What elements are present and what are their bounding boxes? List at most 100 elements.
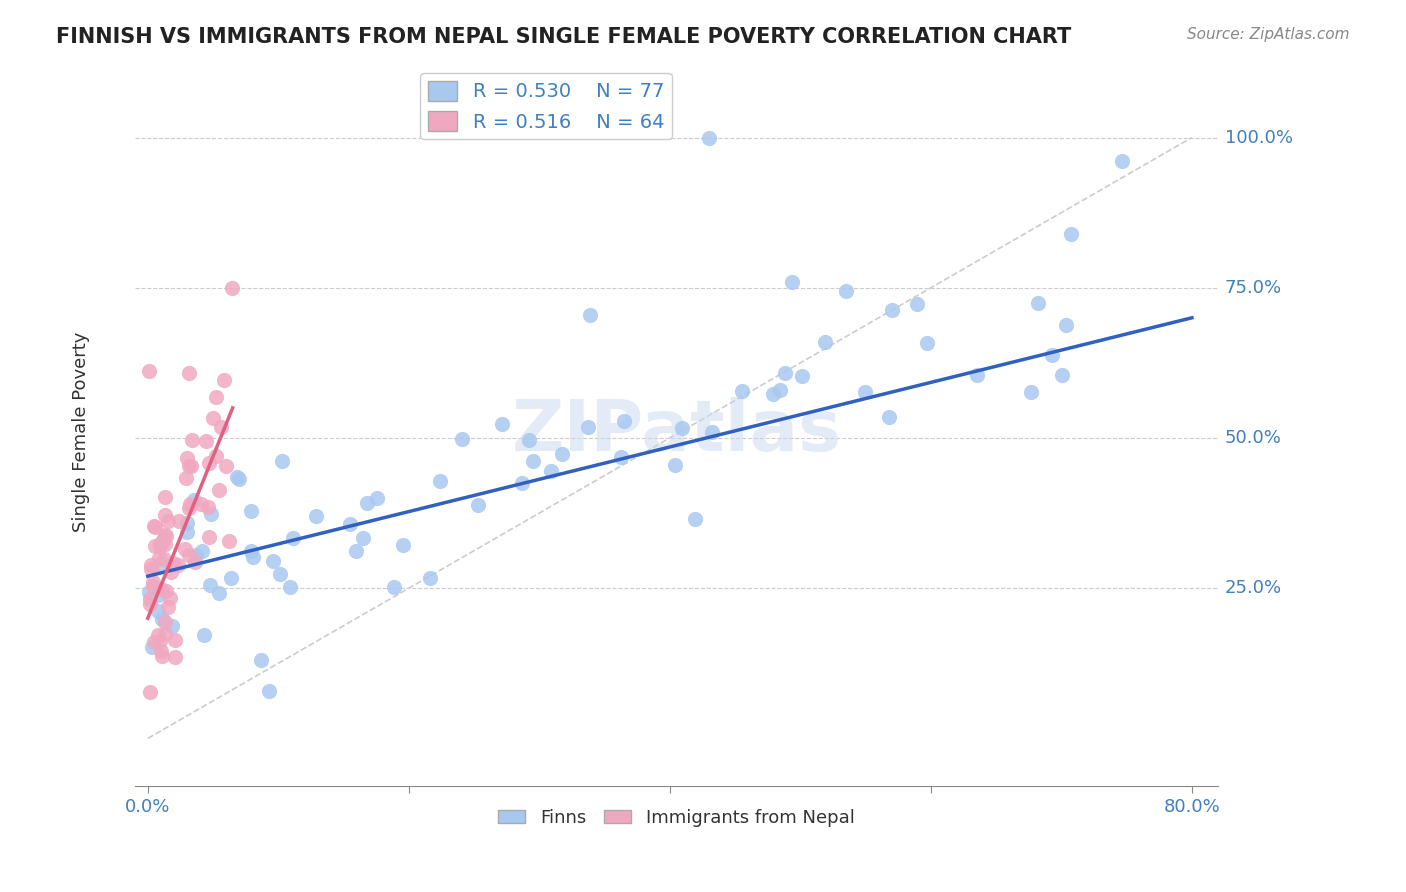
Point — [1060, 227, 1083, 242]
Point — [200, 507, 222, 521]
Point — [491, 417, 513, 431]
Point — [191, 544, 214, 558]
Point — [240, 543, 263, 558]
Point — [880, 302, 903, 317]
Point — [218, 533, 240, 548]
Point — [138, 364, 160, 378]
Point — [141, 579, 163, 593]
Point — [177, 501, 200, 516]
Point — [877, 409, 900, 424]
Point — [208, 483, 231, 498]
Point — [344, 544, 367, 558]
Point — [304, 508, 326, 523]
Point — [198, 530, 221, 544]
Point — [782, 275, 804, 289]
Point — [1111, 154, 1133, 169]
Point — [579, 308, 602, 322]
Point — [576, 420, 599, 434]
Point — [141, 640, 163, 654]
Point — [697, 130, 720, 145]
Text: Source: ZipAtlas.com: Source: ZipAtlas.com — [1187, 27, 1350, 42]
Point — [201, 411, 224, 425]
Point — [163, 649, 186, 664]
Point — [149, 537, 172, 551]
Point — [160, 619, 183, 633]
Point — [382, 580, 405, 594]
Point — [156, 514, 179, 528]
Point — [262, 553, 284, 567]
Text: 50.0%: 50.0% — [1225, 429, 1281, 447]
Point — [155, 528, 177, 542]
Point — [685, 511, 707, 525]
Point — [152, 552, 174, 566]
Point — [226, 470, 249, 484]
Point — [139, 598, 162, 612]
Point — [149, 634, 172, 648]
Point — [1054, 318, 1077, 332]
Point — [177, 548, 200, 562]
Point — [141, 562, 163, 576]
Point — [250, 653, 273, 667]
Point — [467, 498, 489, 512]
Text: ZIPatlas: ZIPatlas — [512, 398, 841, 467]
Point — [139, 558, 162, 572]
Point — [419, 571, 441, 585]
Point — [208, 586, 231, 600]
Point — [190, 497, 212, 511]
Point — [155, 537, 177, 551]
Point — [205, 390, 228, 404]
Point — [177, 458, 200, 473]
Point — [242, 549, 264, 564]
Point — [138, 591, 160, 606]
Point — [281, 531, 304, 545]
Point — [152, 533, 174, 548]
Text: Single Female Poverty: Single Female Poverty — [72, 332, 90, 533]
Point — [510, 475, 533, 490]
Point — [159, 591, 181, 605]
Point — [179, 497, 201, 511]
Point — [174, 542, 197, 557]
Point — [1050, 368, 1073, 382]
Point — [169, 514, 191, 528]
Point — [146, 628, 169, 642]
Point — [730, 384, 752, 398]
Point — [139, 685, 162, 699]
Point — [155, 491, 177, 505]
Point — [165, 633, 187, 648]
Point — [702, 425, 724, 440]
Point — [762, 387, 785, 401]
Point — [149, 558, 172, 572]
Point — [835, 284, 858, 298]
Point — [280, 580, 302, 594]
Point — [215, 459, 238, 474]
Point — [150, 649, 173, 664]
Point — [197, 456, 219, 470]
Point — [155, 584, 177, 599]
Point — [259, 684, 281, 698]
Point — [142, 574, 165, 589]
Point — [212, 373, 235, 387]
Point — [451, 432, 474, 446]
Point — [150, 582, 173, 596]
Point — [664, 458, 686, 472]
Point — [159, 566, 181, 580]
Point — [143, 520, 166, 534]
Point — [769, 383, 792, 397]
Text: FINNISH VS IMMIGRANTS FROM NEPAL SINGLE FEMALE POVERTY CORRELATION CHART: FINNISH VS IMMIGRANTS FROM NEPAL SINGLE … — [56, 27, 1071, 46]
Point — [150, 612, 173, 626]
Point — [814, 335, 837, 350]
Point — [792, 368, 814, 383]
Point — [366, 491, 388, 505]
Point — [221, 281, 243, 295]
Point — [205, 449, 228, 463]
Point — [143, 539, 166, 553]
Point — [517, 433, 540, 447]
Point — [155, 627, 177, 641]
Point — [149, 644, 172, 658]
Point — [429, 475, 451, 489]
Point — [195, 434, 218, 448]
Point — [156, 600, 179, 615]
Point — [177, 366, 200, 380]
Point — [1040, 348, 1063, 362]
Point — [176, 524, 198, 539]
